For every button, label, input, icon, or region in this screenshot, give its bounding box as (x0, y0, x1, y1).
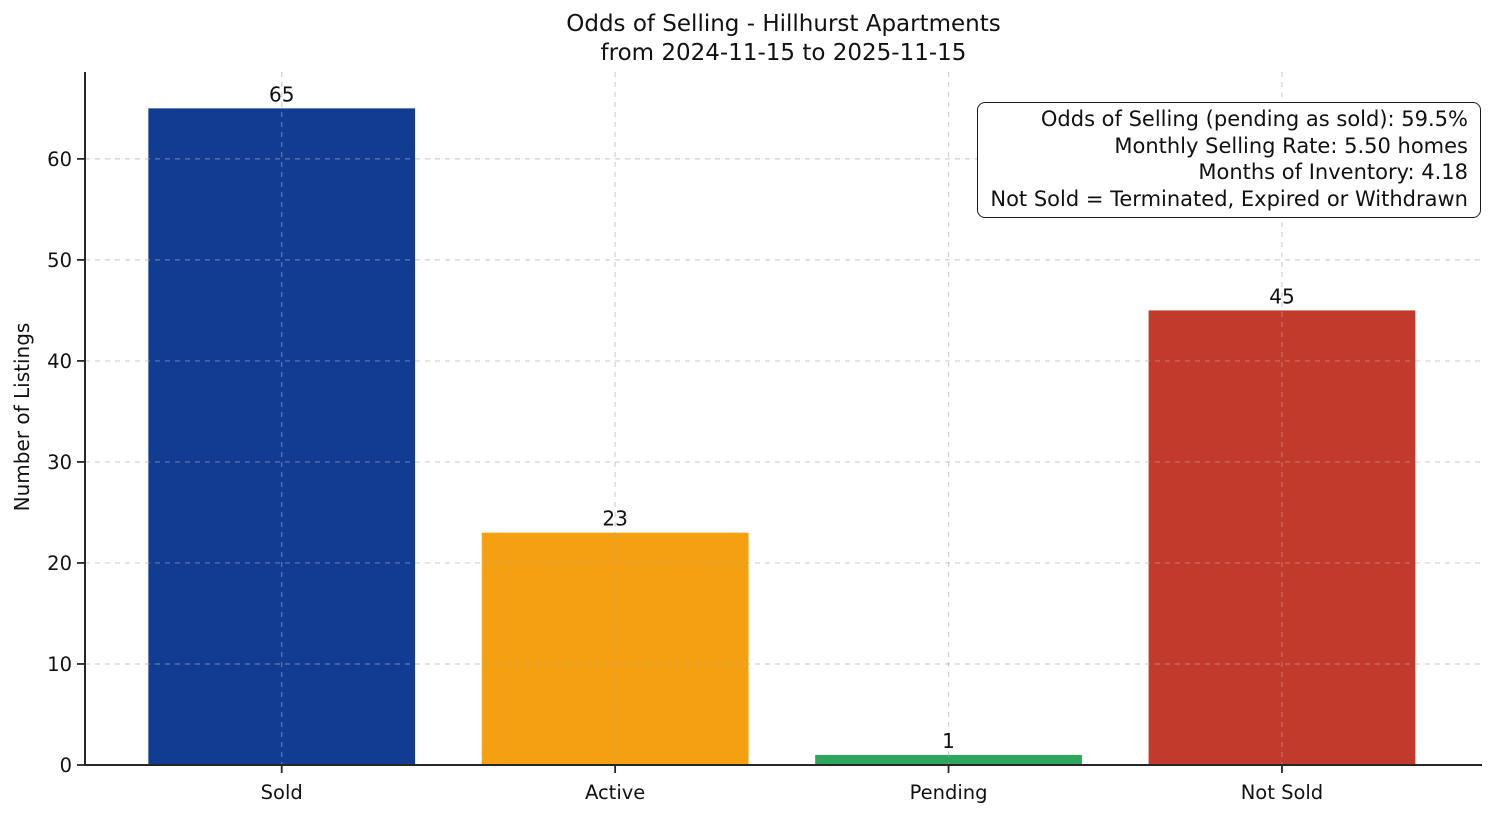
annotation-line-monthly-rate: Monthly Selling Rate: 5.50 homes (1114, 133, 1468, 158)
annotation-box: Odds of Selling (pending as sold): 59.5%… (977, 102, 1481, 218)
chart-title-line2: from 2024-11-15 to 2025-11-15 (600, 40, 967, 66)
chart-title: Odds of Selling - Hillhurst Apartments f… (85, 10, 1482, 68)
annotation-line-odds: Odds of Selling (pending as sold): 59.5% (1040, 107, 1468, 131)
bar-active (481, 532, 749, 765)
y-tick-label-0: 0 (60, 754, 72, 777)
y-tick-label-50: 50 (47, 249, 72, 272)
value-label-pending: 1 (942, 729, 955, 753)
value-label-not-sold: 45 (1269, 284, 1294, 308)
y-tick-label-10: 10 (47, 653, 72, 676)
x-tick-label-active: Active (585, 781, 645, 804)
annotation-line-inventory: Months of Inventory: 4.18 (1198, 160, 1468, 184)
x-tick-label-sold: Sold (261, 781, 303, 804)
value-label-sold: 65 (269, 82, 294, 106)
value-label-active: 23 (602, 507, 627, 531)
y-tick-label-40: 40 (47, 350, 72, 373)
y-tick-label-60: 60 (47, 148, 72, 171)
y-tick-label-20: 20 (47, 552, 72, 575)
annotation-line-not-sold-note: Not Sold = Terminated, Expired or Withdr… (990, 186, 1468, 211)
x-tick-label-pending: Pending (910, 781, 988, 804)
x-tick-label-not-sold: Not Sold (1241, 781, 1323, 804)
y-tick-label-30: 30 (47, 451, 72, 474)
bar-pending (815, 754, 1082, 765)
chart-title-line1: Odds of Selling - Hillhurst Apartments (566, 11, 1001, 37)
